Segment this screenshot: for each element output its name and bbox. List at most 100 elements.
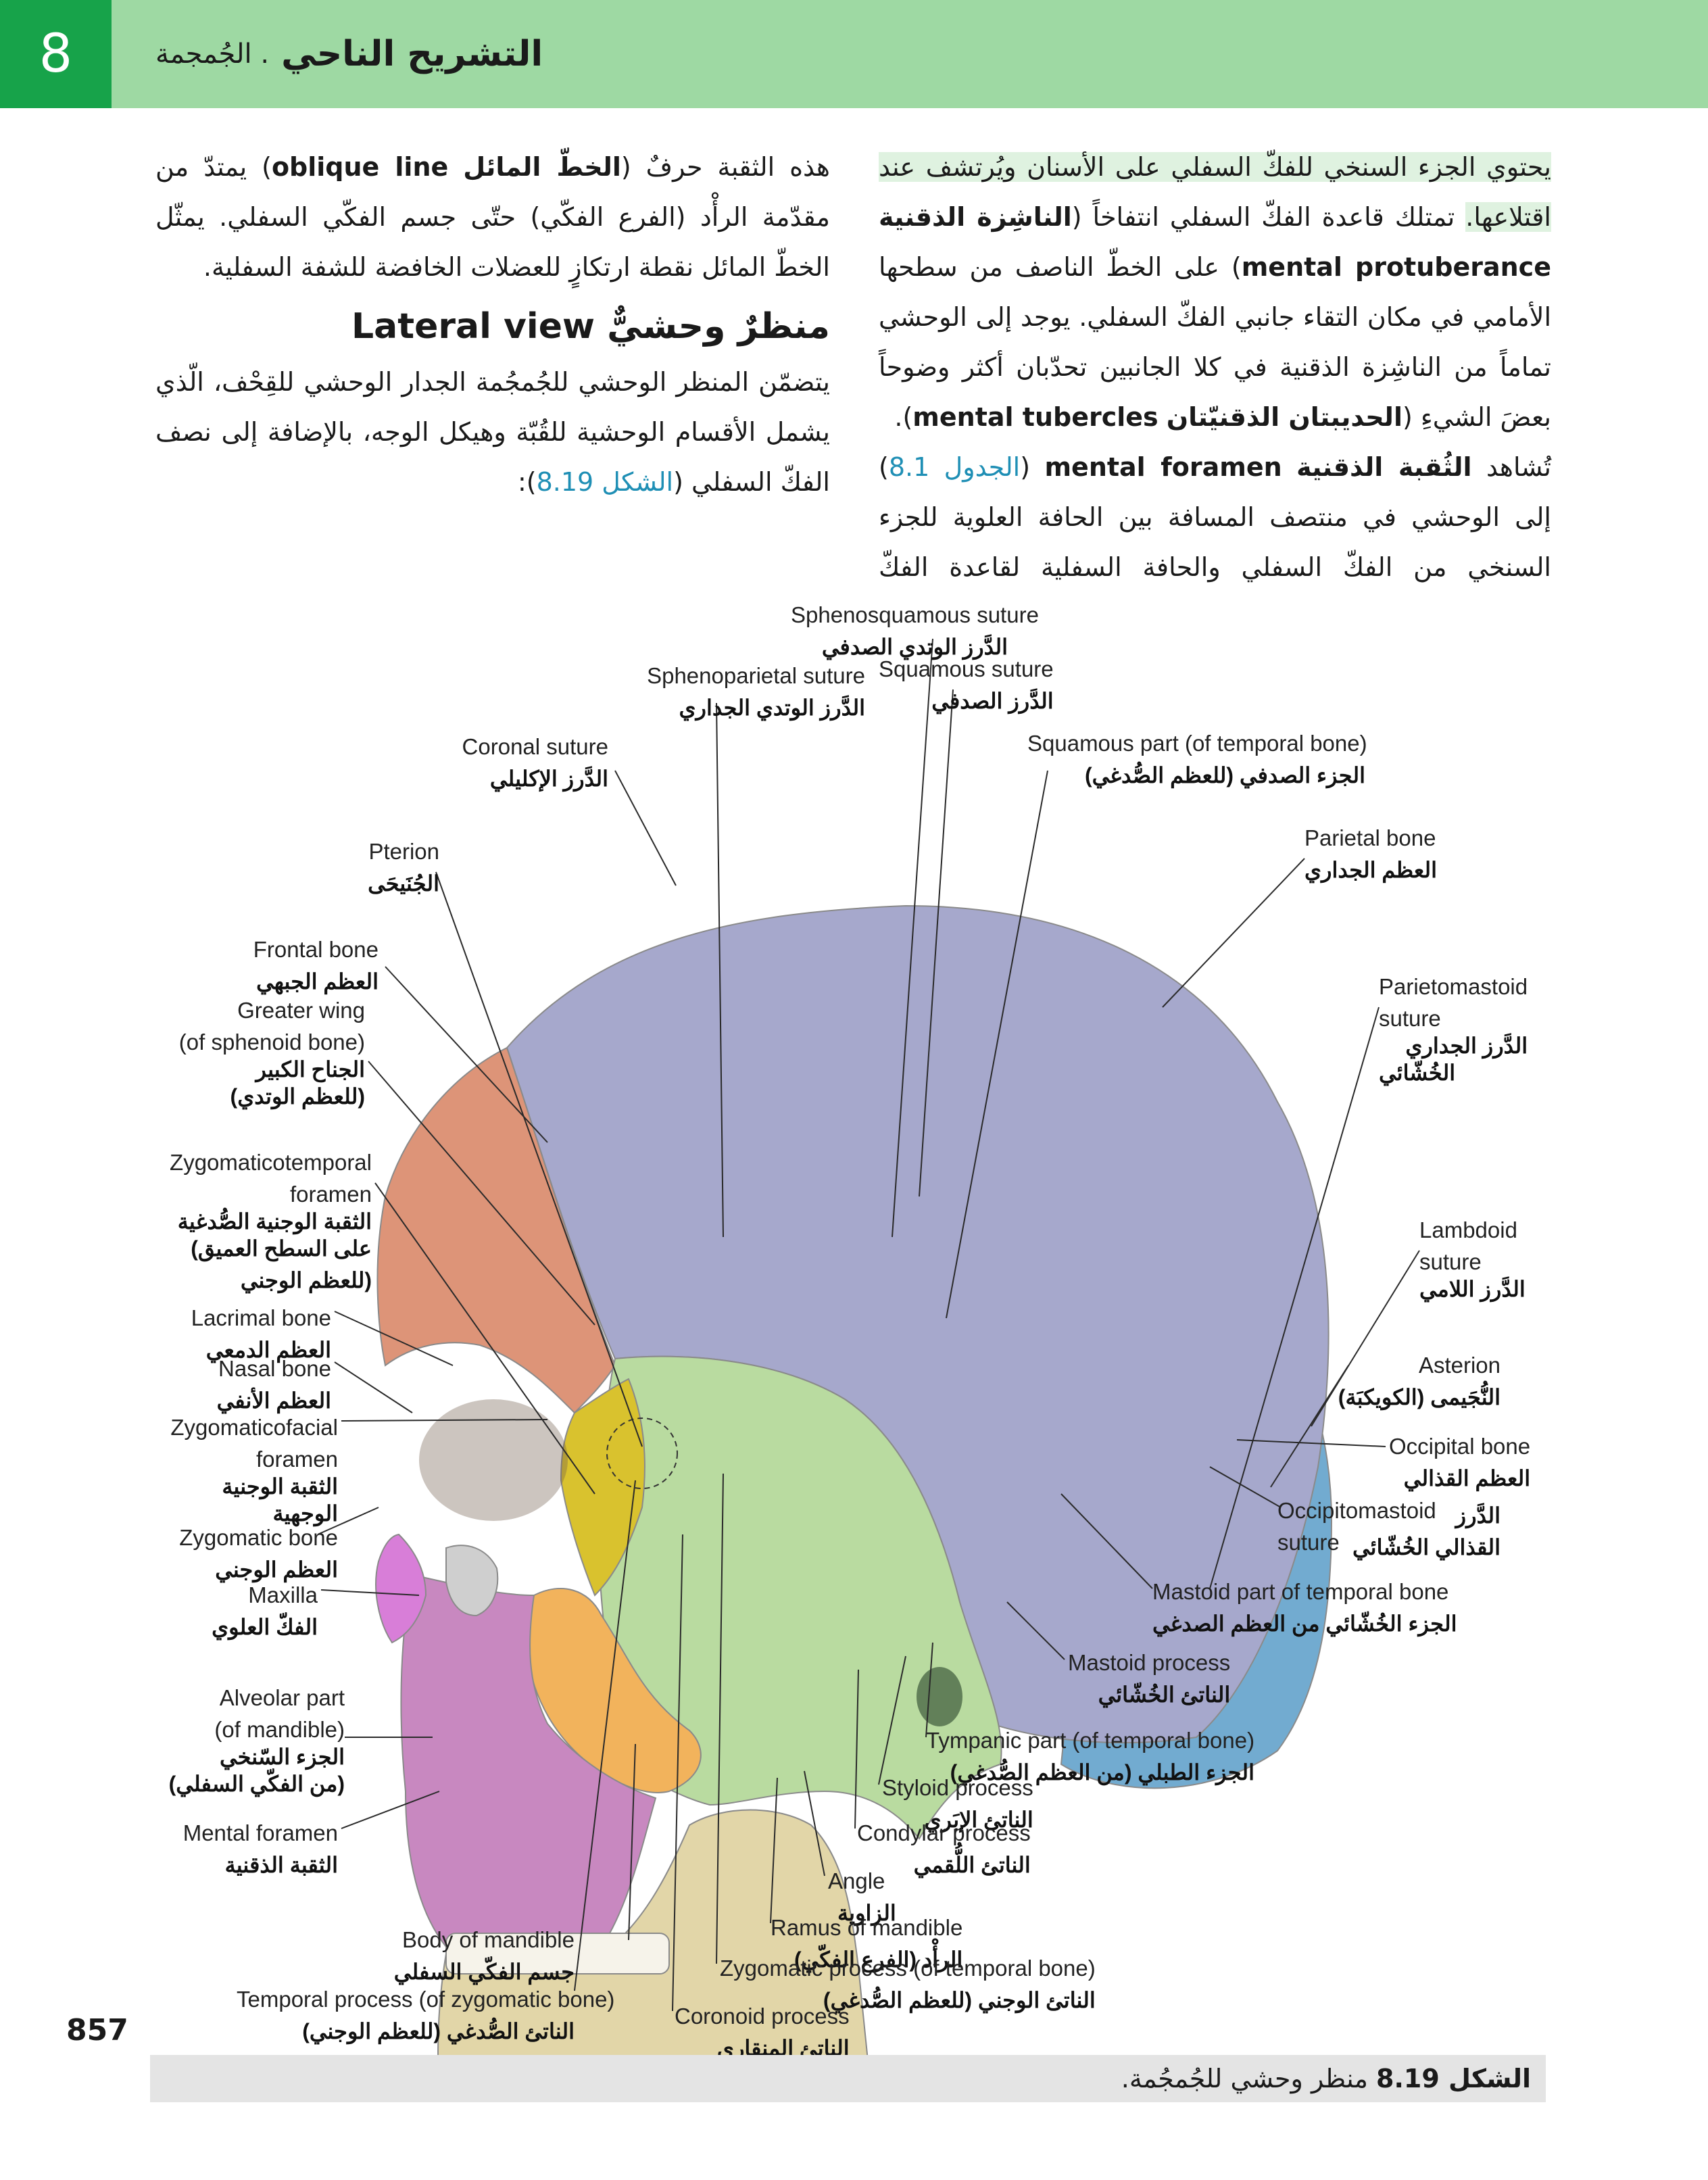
header-title: التشريح الناحي [281,34,543,74]
label-angle: Angle الزاوية [828,1868,896,1925]
figure-caption: الشكل 8.19 منظر وحشي للجُمجُمة. [1121,2055,1531,2102]
leader-line [770,1777,778,1924]
orbit-shadow [419,1399,568,1521]
leader-line [1209,1007,1380,1589]
header-bar: 8 التشريح الناحي . الجُمجمة [0,0,1708,108]
term-ar: الخطّ المائل [463,152,621,182]
left-text-column: هذه الثقبة حرفٌ (الخطّ المائل oblique li… [155,142,830,507]
leader-line [716,702,724,1238]
caption-label: الشكل 8.19 [1376,2064,1531,2093]
leader-line [628,1743,636,1941]
highlighted-text: يحتوي الجزء السنخي للفكّ السفلي على الأس… [879,152,1551,182]
chapter-number: 8 [0,0,112,108]
leader-line [804,1770,825,1876]
leader-line [374,1182,595,1495]
label-condylar-process: Condylar process الناتئ اللُّقمي [857,1820,1031,1877]
label-coronoid-process: Coronoid process الناتئ المنقاري [675,2004,850,2060]
lacrimal-bone-shape [445,1545,499,1617]
leader-line [334,1311,454,1366]
label-squamous-suture: Squamous suture الدَّرز الصدفي [879,656,1054,713]
maxilla-shape [400,1574,657,1958]
leader-line [854,1669,859,1829]
leader-line [946,770,1048,1319]
label-temporal-process: Temporal process (of zygomatic bone) الن… [237,1987,615,2043]
leader-line [925,1642,933,1738]
leader-line [1311,1250,1420,1427]
label-lacrimal-bone: Lacrimal bone العظم الدمعي [191,1305,331,1362]
leader-line [672,1534,683,2012]
leader-line [1270,1365,1349,1488]
figure-reference-link[interactable]: الشكل 8.19 [536,467,674,497]
leader-lines [317,638,1420,2012]
label-tympanic-part: Tympanic part (of temporal bone) الجزء ال… [926,1728,1255,1785]
leader-line [892,638,933,1238]
label-parietomastoid-suture: Parietomastoid suture الدَّرز الجداري ال… [1379,974,1528,1085]
term-en: mental foramen [1044,452,1282,482]
term-en: mental protuberance [1241,252,1551,282]
label-alveolar-part: Alveolar part (of mandible) الجزء السّنخ… [168,1685,345,1796]
label-pterion: Pterion الجُنَيحَى [368,839,439,896]
leader-line [341,1791,440,1829]
right-text-column: يحتوي الجزء السنخي للفكّ السفلي على الأس… [879,142,1551,642]
leader-line [878,1655,906,1785]
leader-line [919,689,954,1197]
label-zygomaticotemporal-foramen: Zygomaticotemporal foramen الثقبة الوجني… [170,1150,372,1292]
label-styloid-process: Styloid process الناتئ الإبَري [882,1775,1033,1832]
label-body-of-mandible: Body of mandible جسم الفكّي السفلي [393,1927,575,1984]
paragraph-alveolar: يحتوي الجزء السنخي للفكّ السفلي على الأس… [879,152,1551,432]
term-en: oblique line [271,152,449,182]
leader-line [574,1480,636,1991]
section-heading: منظرٌ وحشيٌّ Lateral view [351,306,830,347]
highlighted-text: اقتلاعها. [1465,202,1551,232]
term-ar: الناشِزة الذقنية [879,202,1072,232]
external-acoustic-meatus [917,1667,962,1726]
label-mental-foramen: Mental foramen الثقبة الذقنية [182,1820,338,1877]
leader-line [368,1061,595,1326]
label-occipital-bone: Occipital bone العظم القذالي [1389,1434,1531,1491]
sphenoid-wing-shape [560,1378,645,1597]
label-asterion: Asterion النُّجَيمى (الكويكبَة) [1338,1353,1500,1409]
label-sphenosquamous-suture: Sphenosquamous suture الدَّرز الوتدي الص… [791,602,1039,659]
paragraph-lateral-view: يتضمّن المنظر الوحشي للجُمجُمة الجدار ال… [155,367,830,497]
label-occipitomastoid-suture: Occipitomastoid suture [1277,1498,1436,1555]
running-header: التشريح الناحي . الجُمجمة [155,0,543,108]
leader-line [334,1361,413,1413]
label-squamous-part: Squamous part (of temporal bone) الجزء ا… [1027,731,1367,788]
label-sphenoparietal-suture: Sphenoparietal suture الدَّرز الوتدي الج… [647,663,865,720]
leader-line [1209,1466,1282,1508]
label-parietal-bone: Parietal bone العظم الجداري [1304,825,1437,882]
label-mastoid-process: Mastoid process الناتئ الخُشّائي [1068,1650,1231,1707]
pterion-circle [606,1418,678,1489]
term-ar: الحديبتان الذقنيّتان [1166,402,1402,432]
frontal-bone-shape [376,1046,616,1414]
label-zygomaticofacial-foramen: Zygomaticofacial foramen الثقبة الوجنية … [170,1415,338,1526]
label-greater-wing: Greater wing (of sphenoid bone) الجناح ا… [178,998,365,1109]
paragraph-oblique-line: هذه الثقبة حرفٌ (الخطّ المائل oblique li… [155,152,830,282]
leader-line [614,770,677,886]
caption-text: منظر وحشي للجُمجُمة. [1121,2064,1368,2093]
skull-illustration [317,638,1420,2065]
leader-line [341,1419,548,1422]
teeth-row [445,1933,670,1975]
figure-caption-bar: الشكل 8.19 منظر وحشي للجُمجُمة. [150,2055,1546,2102]
label-maxilla: Maxilla الفكّ العلوي [212,1582,318,1639]
page-number: 857 [66,2013,128,2048]
label-frontal-bone: Frontal bone العظم الجبهي [253,937,379,994]
label-zygomatic-bone: Zygomatic bone العظم الوجني [179,1525,338,1582]
label-occipitomastoid-suture-ar: الدَّرز القذالي الخُشّائي [1352,1503,1500,1559]
leader-line [317,1507,379,1535]
leader-line [1060,1493,1153,1589]
table-reference-link[interactable]: الجدول 8.1 [888,452,1021,482]
leader-line [385,966,548,1143]
label-ramus: Ramus of mandible الرأْد (الفرع الفكّي) [771,1915,963,1972]
term-en: mental tubercles [912,402,1158,432]
label-mastoid-part: Mastoid part of temporal bone الجزء الخُ… [1152,1579,1457,1636]
nasal-bone-shape [375,1533,427,1644]
leader-line [1162,858,1305,1008]
header-subtitle: . الجُمجمة [155,39,270,70]
skull-lateral-figure: Sphenosquamous suture الدَّرز الوتدي الص… [128,588,1555,2065]
leader-line [716,1473,724,1964]
label-nasal-bone: Nasal bone العظم الأنفي [216,1356,331,1413]
leader-line [320,1589,420,1596]
label-coronal-suture: Coronal suture الدَّرز الإكليلي [462,734,608,791]
